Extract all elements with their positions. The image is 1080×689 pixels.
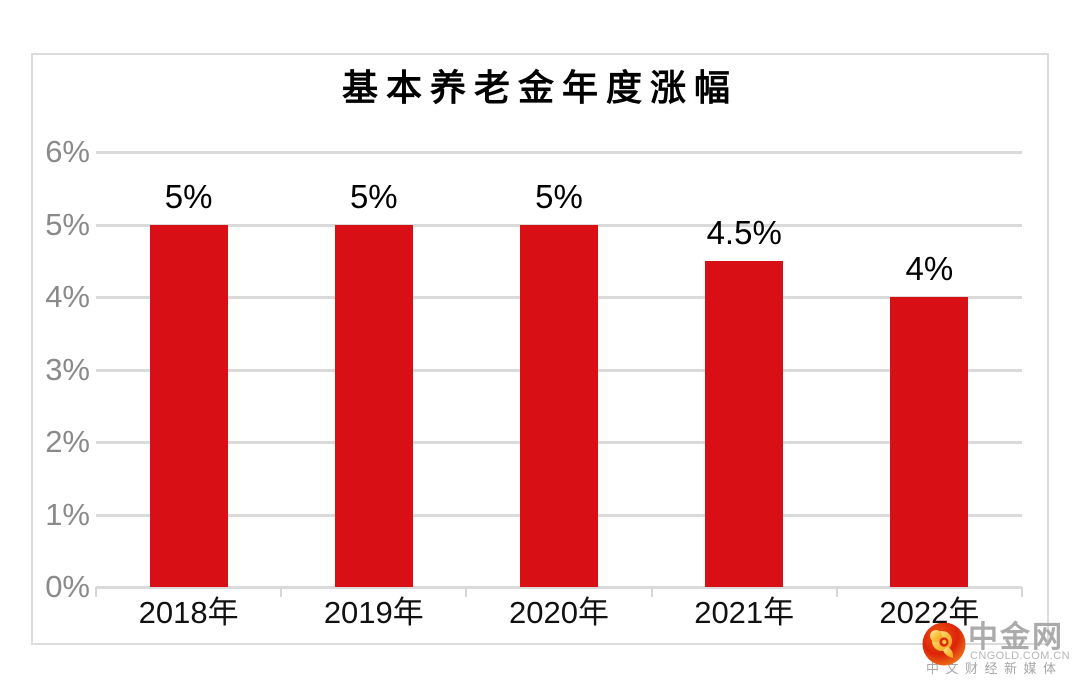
x-axis-tick xyxy=(95,587,97,597)
gridline xyxy=(96,151,1022,154)
y-axis-tick-label: 6% xyxy=(45,134,90,169)
watermark-tagline: 中文财经新媒体 xyxy=(926,661,1063,676)
bar-2022年 xyxy=(890,297,969,587)
y-axis-tick-label: 3% xyxy=(45,351,90,387)
bar-value-label: 5% xyxy=(349,177,398,215)
gridline xyxy=(96,586,1022,589)
bar-value-label: 4.5% xyxy=(706,213,782,251)
watermark-domain: CNGOLD.COM.CN xyxy=(970,650,1070,662)
x-axis-category-label: 2021年 xyxy=(694,595,795,630)
bar-value-label: 4% xyxy=(905,250,954,287)
bar-2020年 xyxy=(520,224,598,587)
bar-2021年 xyxy=(705,260,784,587)
x-axis-category-label: 2018年 xyxy=(138,595,239,630)
bar-value-label: 5% xyxy=(535,177,583,215)
y-axis-tick-label: 1% xyxy=(45,496,90,532)
y-axis-tick-label: 0% xyxy=(45,569,90,604)
bar-2019年 xyxy=(334,224,413,587)
bar-value-label: 5% xyxy=(164,177,213,215)
x-axis-tick xyxy=(280,587,283,597)
chart-title: 基本养老金年度涨幅 xyxy=(341,67,738,108)
x-axis-tick xyxy=(1021,587,1023,597)
x-axis-tick xyxy=(650,587,653,597)
y-axis-tick-label: 4% xyxy=(45,279,90,314)
x-axis-category-label: 2022年 xyxy=(879,595,980,630)
watermark-brand: 中金网 xyxy=(968,621,1064,654)
y-axis-tick-label: 2% xyxy=(45,424,90,459)
x-axis-tick xyxy=(465,587,468,597)
bar-2018年 xyxy=(149,224,228,587)
cngold-logo-icon xyxy=(922,622,966,666)
x-axis-tick xyxy=(835,587,838,597)
cngold-watermark: 中金网 CNGOLD.COM.CN 中文财经新媒体 xyxy=(918,616,1080,689)
y-axis-tick-label: 5% xyxy=(45,206,90,242)
x-axis-category-label: 2019年 xyxy=(323,595,424,630)
x-axis-category-label: 2020年 xyxy=(509,595,609,630)
